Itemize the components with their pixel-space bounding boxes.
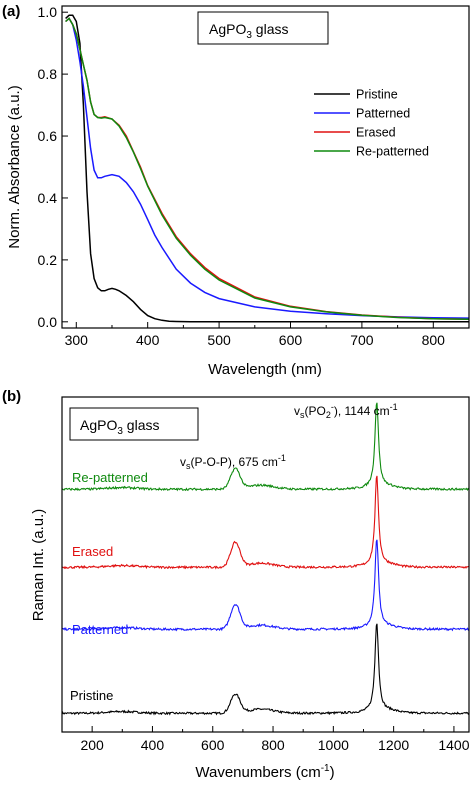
panel-b-xlabel: Wavenumbers (cm-1) — [195, 763, 334, 781]
annotation-po2-peak: vs(PO2-), 1144 cm-1 — [294, 402, 398, 420]
panel-b: (b) 200 400 600 800 1000 1200 1400 Wavenumbers… — [2, 388, 470, 781]
panel-b-curves — [61, 402, 470, 716]
series-label: Patterned — [72, 622, 128, 637]
x-tick-label: 1200 — [378, 737, 409, 753]
raman-trace-re-patterned — [61, 402, 470, 492]
x-tick-label: 700 — [350, 332, 374, 348]
panel-a-legend: Pristine Patterned Erased Re-patterned — [314, 88, 429, 159]
legend-label: Re-patterned — [356, 145, 429, 159]
panel-b-frame — [61, 396, 470, 733]
series-line-patterned — [65, 17, 470, 319]
y-tick-label: 0.4 — [38, 190, 58, 206]
series-label: Pristine — [70, 688, 113, 703]
x-tick-label: 300 — [65, 332, 89, 348]
y-tick-label: 1.0 — [38, 4, 58, 20]
panel-a-inset-text: AgPO3 glass — [209, 21, 289, 41]
x-tick-label: 1400 — [438, 737, 469, 753]
legend-label: Erased — [356, 126, 396, 140]
x-tick-label: 400 — [136, 332, 160, 348]
y-tick-label: 0.2 — [38, 252, 58, 268]
x-tick-label: 800 — [261, 737, 285, 753]
x-tick-label: 500 — [207, 332, 231, 348]
panel-b-ylabel: Raman Int. (a.u.) — [30, 509, 47, 622]
series-label: Erased — [72, 544, 113, 559]
panel-a-curves — [65, 14, 470, 323]
raman-trace-pristine — [61, 623, 470, 716]
series-line-pristine — [65, 14, 469, 323]
panel-a-label: (a) — [2, 3, 20, 20]
panel-b-ticks: 200 400 600 800 1000 1200 1400 — [61, 726, 470, 753]
panel-b-inset-box: AgPO3 glass — [69, 407, 199, 441]
panel-a-ylabel: Norm. Absorbance (a.u.) — [6, 85, 23, 248]
annotation-pop-peak: vs(P-O-P), 675 cm-1 — [180, 453, 286, 471]
y-tick-label: 0.6 — [38, 128, 58, 144]
panel-a-frame — [61, 5, 470, 329]
series-line-erased — [65, 17, 470, 321]
x-tick-label: 200 — [80, 737, 104, 753]
raman-trace-erased — [61, 475, 469, 570]
x-tick-label: 1000 — [318, 737, 349, 753]
y-tick-label: 0.8 — [38, 66, 58, 82]
panel-a: (a) 300 400 500 600 700 800 0.0 0.2 0.4 0.6 0.8 1.0… — [2, 3, 470, 378]
panel-a-inset-box: AgPO3 glass — [197, 11, 329, 45]
legend-label: Patterned — [356, 107, 410, 121]
raman-trace-patterned — [61, 539, 470, 632]
x-tick-label: 600 — [279, 332, 303, 348]
panel-a-ticks: 300 400 500 600 700 800 0.0 0.2 0.4 0.6 0.8 1.0 — [38, 4, 470, 348]
panel-a-xlabel: Wavelength (nm) — [208, 361, 322, 378]
panel-b-series-labels: Pristine Patterned Erased Re-patterned — [70, 470, 148, 703]
panel-b-label: (b) — [2, 388, 21, 405]
series-line-re-patterned — [65, 17, 470, 321]
x-tick-label: 800 — [422, 332, 446, 348]
series-label: Re-patterned — [72, 470, 148, 485]
y-tick-label: 0.0 — [38, 314, 58, 330]
x-tick-label: 400 — [141, 737, 165, 753]
panel-b-inset-text: AgPO3 glass — [80, 417, 160, 437]
x-tick-label: 600 — [201, 737, 225, 753]
legend-label: Pristine — [356, 88, 398, 102]
